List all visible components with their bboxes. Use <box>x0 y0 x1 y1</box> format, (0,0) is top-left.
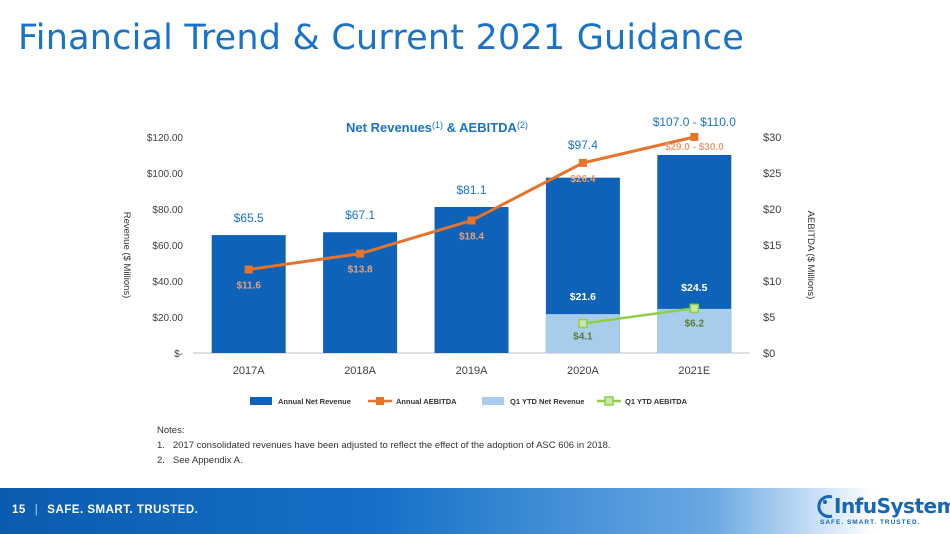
marker-annual-aebitda <box>356 249 365 258</box>
logo-tagline: SAFE. SMART. TRUSTED. <box>820 519 921 526</box>
y-right-tick-label: $0 <box>763 348 775 360</box>
bar-annual-net-revenue <box>211 235 286 353</box>
data-label-q1-ytd-net-revenue: $21.6 <box>570 291 596 303</box>
legend-swatch <box>482 397 504 405</box>
data-label-annual-net-revenue: $107.0 - $110.0 <box>653 115 737 129</box>
y-right-tick-label: $30 <box>763 132 781 144</box>
y-left-tick-label: $60.00 <box>152 241 183 252</box>
y-right-tick-label: $20 <box>763 204 781 216</box>
marker-annual-aebitda <box>578 158 587 167</box>
x-tick-label: 2021E <box>678 365 710 377</box>
x-tick-label: 2018A <box>344 365 376 377</box>
note-text: 2017 consolidated revenues have been adj… <box>172 440 611 451</box>
y-left-tick-label: $40.00 <box>152 277 183 288</box>
bar-q1-ytd-net-revenue <box>657 308 732 353</box>
legend-label: Q1 YTD Net Revenue <box>510 397 584 406</box>
logo-name: InfuSystem <box>834 494 950 518</box>
note-text: See Appendix A. <box>172 455 243 466</box>
data-label-annual-net-revenue: $67.1 <box>345 208 375 222</box>
marker-annual-aebitda <box>467 216 476 225</box>
footer-text: 15 | SAFE. SMART. TRUSTED. <box>12 504 198 516</box>
tagline: SAFE. SMART. TRUSTED. <box>47 504 199 516</box>
data-label-annual-aebitda: $29.0 - $30.0 <box>665 142 724 153</box>
line-q1-ytd-aebitda <box>582 307 695 325</box>
data-label-annual-net-revenue: $81.1 <box>456 183 486 197</box>
y-right-tick-label: $15 <box>763 240 781 252</box>
data-label-q1-ytd-net-revenue: $24.5 <box>681 282 707 294</box>
footer-separator: | <box>34 504 39 516</box>
data-label-annual-aebitda: $18.4 <box>459 232 484 243</box>
legend-label: Annual AEBITDA <box>396 397 457 406</box>
data-label-annual-net-revenue: $65.5 <box>234 211 264 225</box>
chart-title: Net Revenues(1) & AEBITDA(2) <box>346 120 528 135</box>
x-tick-label: 2019A <box>456 365 488 377</box>
data-label-q1-ytd-aebitda: $4.1 <box>573 331 593 342</box>
legend-marker <box>376 397 384 405</box>
y-left-tick-label: $80.00 <box>152 205 183 216</box>
notes-heading: Notes: <box>157 425 185 436</box>
x-tick-label: 2017A <box>233 365 265 377</box>
note-number: 1. <box>157 440 165 451</box>
y-right-tick-label: $5 <box>763 312 775 324</box>
y-left-tick-label: $120.00 <box>147 133 184 144</box>
data-label-annual-aebitda: $11.6 <box>236 280 261 291</box>
legend-label: Q1 YTD AEBITDA <box>625 397 688 406</box>
data-label-q1-ytd-aebitda: $6.2 <box>685 318 705 329</box>
page-title: Financial Trend & Current 2021 Guidance <box>18 18 744 58</box>
legend-swatch <box>250 397 272 405</box>
y-left-tick-label: $100.00 <box>147 169 184 180</box>
data-label-annual-aebitda: $13.8 <box>348 265 373 276</box>
notes: Notes: 1. 2017 consolidated revenues hav… <box>157 423 611 468</box>
y-left-tick-label: $- <box>174 349 183 360</box>
bar-annual-net-revenue <box>434 207 509 353</box>
logo-mark-icon <box>817 495 833 518</box>
y-left-axis-title: Revenue ($ Millions) <box>121 212 132 299</box>
footer-bar: 15 | SAFE. SMART. TRUSTED. <box>0 488 950 534</box>
marker-annual-aebitda <box>690 133 699 141</box>
y-right-axis-title: AEBITDA ($ Millions) <box>805 211 816 300</box>
marker-annual-aebitda <box>244 265 253 274</box>
note-item-1: 1. 2017 consolidated revenues have been … <box>157 438 611 453</box>
legend-label: Annual Net Revenue <box>278 397 351 406</box>
company-logo: InfuSystem SAFE. SMART. TRUSTED. <box>812 491 950 531</box>
y-right-tick-label: $10 <box>763 276 781 288</box>
note-number: 2. <box>157 455 165 466</box>
data-label-annual-net-revenue: $97.4 <box>568 138 598 152</box>
y-left-tick-label: $20.00 <box>152 313 183 324</box>
y-right-tick-label: $25 <box>763 168 781 180</box>
note-item-2: 2. See Appendix A. <box>157 453 611 468</box>
marker-q1-ytd-aebitda <box>578 318 588 329</box>
x-tick-label: 2020A <box>567 365 599 377</box>
chart: Net Revenues(1) & AEBITDA(2) $- $20.00 $40.… <box>121 115 816 406</box>
page-number: 15 <box>12 504 26 516</box>
data-label-annual-aebitda: $26.4 <box>570 174 595 185</box>
marker-q1-ytd-aebitda <box>689 303 700 314</box>
legend-marker <box>604 396 614 406</box>
